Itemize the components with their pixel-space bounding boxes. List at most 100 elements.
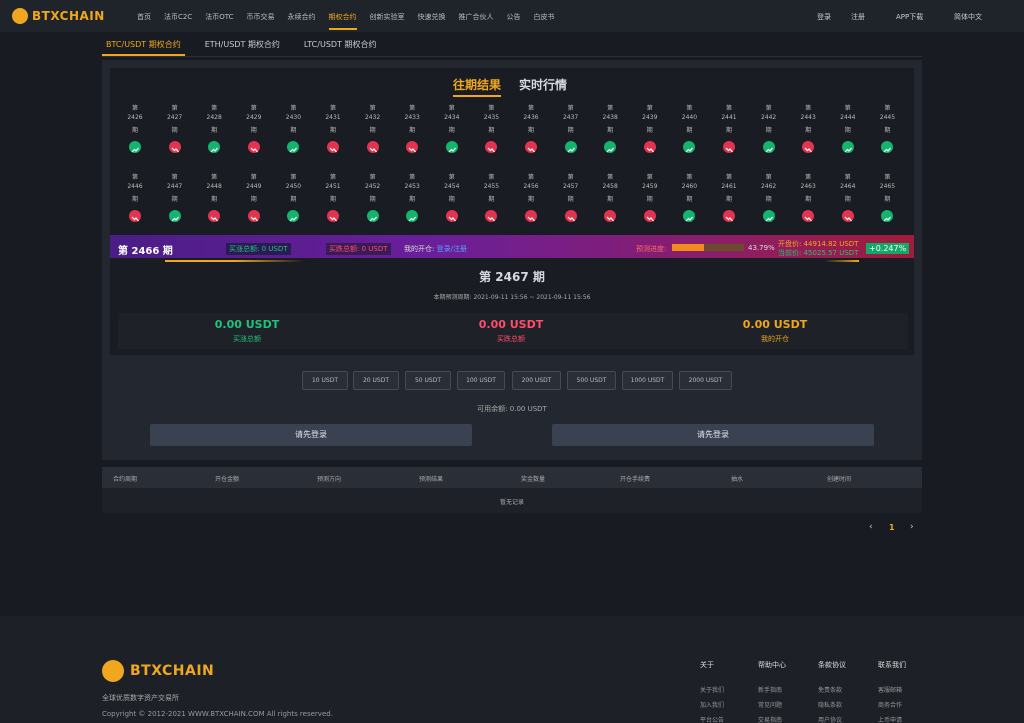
register[interactable]: 注册 [851,13,865,21]
period-number: 2436 [523,114,539,121]
nav-link[interactable]: 白皮书 [533,13,555,21]
footer-link[interactable]: 免责条款 [818,687,843,694]
footer-link[interactable]: 加入我们 [700,702,725,709]
app-download[interactable]: APP下载 [896,13,924,21]
trend-arrow [527,216,535,222]
nav-link[interactable]: 期权合约 [328,12,357,30]
contract-tab[interactable]: BTC/USDT 期权合约 [102,39,185,56]
panel-tab-active[interactable]: 往期结果 [453,76,502,97]
footer-link[interactable]: 新手指南 [758,687,783,694]
trend-arrow [606,147,615,153]
period-suffix: 期 [409,196,416,203]
nav-link[interactable]: 永续合约 [287,13,316,21]
value: 0 USDT [261,245,288,253]
amount-button[interactable]: 100 USDT [457,371,505,390]
period-number: 2439 [642,114,658,121]
period-suffix: 期 [329,127,337,134]
period-suffix: 期 [171,127,178,134]
amount-button[interactable]: 500 USDT [567,371,616,390]
prev-page[interactable]: ‹ [869,522,873,532]
nav-link[interactable]: 法币OTC [205,13,234,21]
nav-link[interactable]: 首页 [137,13,151,21]
amount-button[interactable]: 1000 USDT [622,371,673,390]
trend-arrow [369,216,377,222]
logo[interactable]: BTXCHAIN [32,9,105,23]
period-suffix: 期 [607,127,614,134]
period-number: 2461 [721,183,737,190]
period-prefix: 第 [805,105,812,112]
footer-link[interactable]: 商务合作 [878,702,903,709]
stat-value: 0.00 USDT [214,318,280,331]
contract-tab[interactable]: ETH/USDT 期权合约 [204,40,280,49]
trend-arrow [804,216,813,222]
table-header-cell: 开仓金额 [214,476,240,483]
period-prefix: 第 [765,105,772,112]
table-header-cell: 创建时间 [826,476,852,483]
period-number: 2444 [840,114,856,121]
amount-button[interactable]: 10 USDT [302,371,348,390]
period-number: 2457 [562,183,579,190]
trend-icon [723,141,735,153]
footer-heading: 联系我们 [878,661,906,669]
nav-link[interactable]: 创新实验室 [369,13,405,21]
trend-arrow [725,147,733,153]
amount-button[interactable]: 20 USDT [353,371,399,390]
language[interactable]: 简体中文 [954,13,982,21]
period-prefix: 第 [725,174,733,181]
footer-link[interactable]: 隐私条款 [818,702,843,709]
trend-arrow [448,147,456,153]
nav-link[interactable]: 法币C2C [164,13,193,21]
table-header-cell: 抽水 [730,476,744,483]
amount-button[interactable]: 2000 USDT [679,371,732,390]
trend-icon [445,210,458,222]
trend-icon [168,210,181,222]
period-prefix: 第 [607,174,614,181]
trend-arrow [329,216,337,222]
trend-arrow [725,216,733,222]
footer-link[interactable]: 用户协议 [818,717,843,723]
login-button[interactable]: 请先登录 [552,424,874,446]
footer-link[interactable]: 平台公告 [700,717,725,723]
contract-tab[interactable]: LTC/USDT 期权合约 [303,40,377,49]
period-prefix: 第 [171,174,178,181]
panel-tab[interactable]: 实时行情 [519,78,568,92]
amount-button[interactable]: 200 USDT [512,371,561,390]
period-suffix: 期 [488,196,495,203]
nav-link[interactable]: 快速兑换 [417,13,446,21]
trend-icon [247,141,260,153]
period-prefix: 第 [290,105,297,112]
amount-button[interactable]: 50 USDT [405,371,451,390]
period-number: 2438 [602,114,618,121]
trend-icon [406,141,419,153]
trend-arrow [844,147,852,153]
login-link[interactable]: 登录/注册 [436,245,467,253]
nav-link[interactable]: 公告 [506,13,521,21]
period-suffix: 期 [211,127,218,134]
trend-icon [564,210,577,222]
period-prefix: 第 [805,174,812,181]
footer-link[interactable]: 客服邮箱 [878,687,903,694]
period-suffix: 期 [290,127,297,134]
footer-link[interactable]: 上币申请 [878,717,903,723]
table-header-cell: 开仓手续费 [619,476,651,483]
period-number: 2450 [285,183,302,190]
period-suffix: 期 [765,196,772,203]
footer-link[interactable]: 交易指南 [758,717,783,723]
next-page[interactable]: › [910,522,914,532]
period-number: 2451 [325,183,341,190]
period-suffix: 期 [527,196,535,203]
trend-icon [327,210,339,222]
nav-link[interactable]: 推广合伙人 [458,13,494,21]
footer-link[interactable]: 常见问题 [758,702,783,709]
trend-icon [841,141,854,153]
footer-link[interactable]: 关于我们 [700,687,725,694]
period-prefix: 第 [488,174,495,181]
nav-link[interactable]: 币币交易 [246,13,275,21]
login-button[interactable]: 请先登录 [150,424,472,446]
period-suffix: 期 [448,196,455,203]
balance: 0.00 USDT [509,405,547,413]
period-prefix: 第 [844,105,851,112]
page[interactable]: 1 [889,523,895,532]
login[interactable]: 登录 [817,13,831,21]
